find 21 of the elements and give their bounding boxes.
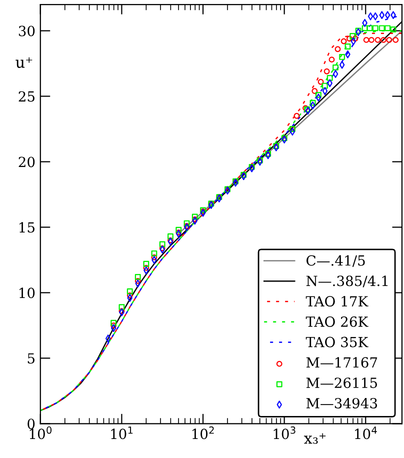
y-tick-label: 30	[18, 26, 35, 36]
y-axis-title: u⁺	[16, 57, 32, 68]
legend-label: M—17167	[306, 357, 378, 368]
y-tick-label: 15	[20, 222, 34, 233]
y-tick-label: 25	[18, 91, 34, 102]
y-tick-label: 10	[20, 288, 35, 298]
legend-label: TAO 35K	[306, 336, 368, 348]
y-tick-label: 20	[18, 156, 35, 168]
x-tick-label: 10$^{3}$	[274, 426, 296, 440]
y-tick-label: 5	[28, 353, 34, 364]
legend-label: C—.41/5	[306, 255, 365, 267]
legend-label: TAO 17K	[306, 296, 368, 307]
x-axis-title: x₃⁺	[304, 433, 326, 444]
x-tick-label: 10$^{2}$	[192, 426, 214, 440]
y-tick-label: 0	[28, 418, 35, 430]
legend-label: TAO 26K	[306, 316, 368, 327]
x-tick-label: 10$^{1}$	[111, 426, 133, 440]
legend-label: M—26115	[306, 378, 377, 388]
legend-label: M—34943	[306, 398, 378, 408]
legend-label: N—.385/4.1	[306, 276, 388, 288]
x-tick-label: 10$^{4}$	[355, 426, 377, 440]
